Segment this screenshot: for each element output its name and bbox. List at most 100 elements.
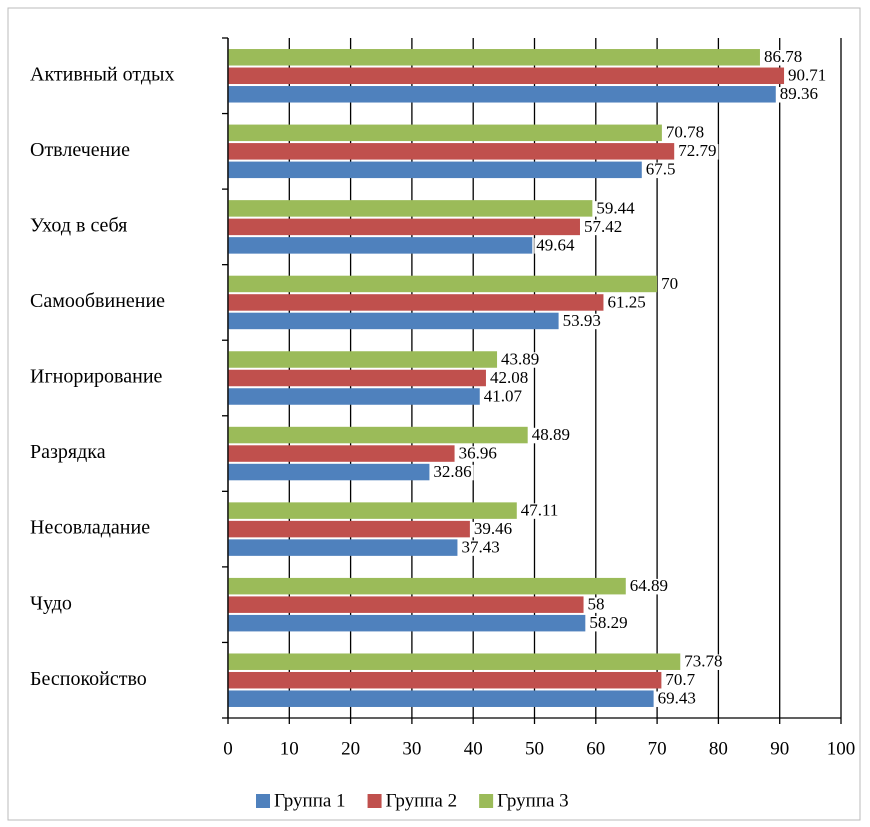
value-label: 67.5 [646,160,676,179]
value-label-bg [627,578,671,595]
x-tick-label: 60 [586,738,605,759]
bar [228,369,486,387]
value-label: 37.43 [461,538,499,557]
bar [228,200,593,217]
value-label-bg [659,276,681,293]
value-label-bg [560,313,603,330]
bar [228,690,654,707]
value-label-bg [585,597,607,613]
bar [228,445,455,462]
value-label: 59.44 [596,198,635,217]
x-tick-label: 80 [709,738,728,759]
value-label: 86.78 [764,47,802,66]
value-label: 42.08 [490,368,528,387]
bars [228,49,785,707]
x-tick-label: 90 [770,738,789,759]
value-label: 49.64 [536,235,575,254]
bar [228,86,776,103]
value-label-bg [534,238,577,254]
x-tick-label: 40 [464,738,483,759]
bar [228,596,584,613]
value-label-bg [481,389,525,405]
value-label: 57.42 [584,217,622,236]
value-label: 43.89 [501,349,539,368]
bar [228,351,498,368]
value-label: 69.43 [658,689,696,708]
bar [228,502,517,519]
value-label: 48.89 [532,425,570,444]
y-tick-label: Игнорирование [30,366,163,388]
y-tick-label: Разрядка [30,441,106,463]
bar [228,237,533,254]
value-label: 47.11 [521,501,559,520]
value-label: 41.07 [484,386,523,405]
x-tick-label: 50 [525,738,544,759]
bar [228,124,662,142]
value-label-bg [471,521,515,538]
bar [228,671,662,689]
bar [228,312,559,330]
bar [228,426,528,444]
bar [228,614,586,632]
x-tick-label: 10 [280,738,299,759]
bar [228,275,658,293]
y-tick-label: Чудо [30,592,72,614]
y-tick-label: Активный отдых [30,63,174,85]
x-tick-label: 0 [223,738,233,759]
bar [228,67,785,85]
value-label: 58.29 [589,613,627,632]
legend-label: Группа 2 [386,790,458,811]
value-label-bg [581,219,625,236]
value-label-bg [431,464,474,481]
value-label: 36.96 [459,443,497,462]
value-label: 70 [661,274,678,293]
x-tick-label: 30 [402,738,421,759]
value-label: 72.79 [678,141,716,160]
bar [228,539,458,556]
value-label-bg [682,654,725,670]
value-label: 70.78 [666,123,704,142]
bar [228,294,604,311]
value-label-bg [487,370,531,387]
bar [228,653,681,670]
value-label: 90.71 [788,66,826,85]
legend-swatch [256,794,270,808]
value-label: 39.46 [474,519,512,538]
bar [228,218,580,236]
value-label-bg [518,503,561,519]
legend-swatch [367,794,382,808]
value-label-bg [459,540,502,556]
value-label-bg [663,125,707,142]
y-tick-label: Уход в себя [30,214,127,236]
value-labels: 89.3667.549.6453.9341.0732.8637.4358.296… [431,47,829,708]
bar [228,577,626,595]
bar [228,463,430,481]
value-label-bg [499,352,542,368]
bar [228,388,480,405]
value-label-bg [605,295,648,311]
value-label-bg [655,691,698,707]
value-label: 61.25 [607,292,645,311]
value-label-bg [663,672,698,689]
value-label: 58 [588,595,605,614]
value-label-bg [786,68,829,85]
legend-swatch [479,794,494,808]
value-label-bg [587,615,630,632]
value-label-bg [777,87,821,103]
value-label: 32.86 [433,462,471,481]
bar [228,161,642,179]
legend-label: Группа 3 [497,790,569,811]
value-label-bg [643,162,678,179]
legend-label: Группа 1 [274,790,346,811]
value-label: 70.7 [665,670,695,689]
y-tick-label: Несовладание [30,517,150,539]
value-label: 73.78 [684,652,722,671]
value-label-bg [676,144,719,160]
bar [228,143,675,160]
value-label: 64.89 [630,576,668,595]
value-label-bg [594,201,637,217]
value-label: 53.93 [563,311,601,330]
y-tick-label: Беспокойство [30,668,147,690]
value-label-bg [761,50,805,66]
